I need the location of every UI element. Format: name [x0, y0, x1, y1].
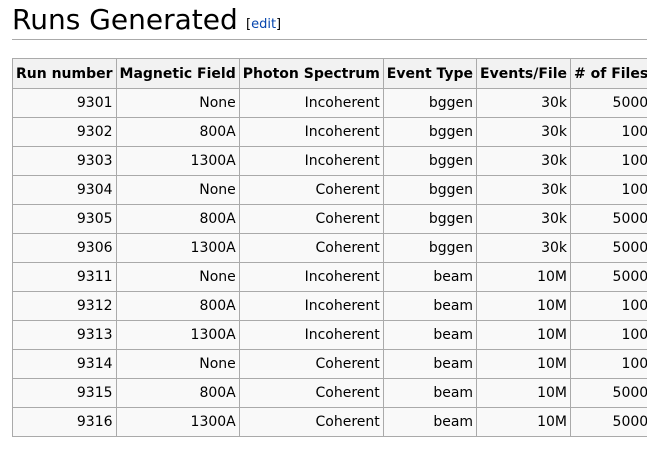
- table-cell: 800A: [115, 117, 240, 147]
- table-cell: 100: [569, 175, 647, 205]
- table-cell: 9312: [12, 291, 117, 321]
- table-row: 9303 1300A Incoherent bggen 30k 100: [12, 146, 647, 176]
- table-cell: 1300A: [115, 146, 240, 176]
- table-cell: 30k: [476, 117, 571, 147]
- table-cell: Incoherent: [238, 262, 384, 292]
- table-cell: 10M: [476, 291, 571, 321]
- table-cell: 9304: [12, 175, 117, 205]
- table-row: 9316 1300A Coherent beam 10M 5000: [12, 407, 647, 437]
- table-cell: beam: [382, 378, 478, 408]
- table-cell: 10M: [476, 378, 571, 408]
- table-cell: 10M: [476, 320, 571, 350]
- table-row: 9311 None Incoherent beam 10M 5000: [12, 262, 647, 292]
- table-cell: 5000: [569, 233, 647, 263]
- table-cell: 5000: [569, 378, 647, 408]
- table-cell: 30k: [476, 88, 571, 118]
- column-header: # of Files: [569, 58, 647, 89]
- section-heading: Runs Generated [edit]: [12, 0, 647, 40]
- table-cell: 9305: [12, 204, 117, 234]
- edit-link[interactable]: edit: [251, 17, 277, 32]
- table-cell: Incoherent: [238, 291, 384, 321]
- table-cell: 9314: [12, 349, 117, 379]
- table-cell: Coherent: [238, 349, 384, 379]
- table-cell: 9316: [12, 407, 117, 437]
- table-cell: None: [115, 88, 240, 118]
- table-cell: 100: [569, 291, 647, 321]
- table-cell: beam: [382, 262, 478, 292]
- table-cell: 5000: [569, 88, 647, 118]
- table-cell: 10M: [476, 262, 571, 292]
- column-header: Photon Spectrum: [238, 58, 384, 89]
- table-cell: 9311: [12, 262, 117, 292]
- table-cell: bggen: [382, 88, 478, 118]
- table-cell: beam: [382, 349, 478, 379]
- table-cell: 10M: [476, 407, 571, 437]
- table-cell: 30k: [476, 233, 571, 263]
- table-cell: bggen: [382, 233, 478, 263]
- table-cell: 9313: [12, 320, 117, 350]
- table-cell: None: [115, 262, 240, 292]
- table-row: 9305 800A Coherent bggen 30k 5000: [12, 204, 647, 234]
- table-cell: 100: [569, 117, 647, 147]
- page-title: Runs Generated: [12, 3, 238, 36]
- column-header: Event Type: [382, 58, 478, 89]
- table-cell: 100: [569, 146, 647, 176]
- table-cell: bggen: [382, 146, 478, 176]
- runs-table: Run number Magnetic Field Photon Spectru…: [12, 58, 647, 437]
- table-body: 9301 None Incoherent bggen 30k 5000 9302 800A In…: [12, 88, 647, 437]
- table-cell: 5000: [569, 407, 647, 437]
- edit-bracket-open: [: [246, 17, 252, 32]
- column-header: Events/File: [476, 58, 571, 89]
- table-cell: Incoherent: [238, 88, 384, 118]
- table-cell: 30k: [476, 146, 571, 176]
- edit-bracket-close: ]: [276, 17, 282, 32]
- table-cell: Coherent: [238, 204, 384, 234]
- table-cell: 9301: [12, 88, 117, 118]
- table-header-row: Run number Magnetic Field Photon Spectru…: [12, 58, 647, 89]
- table-row: 9312 800A Incoherent beam 10M 100: [12, 291, 647, 321]
- table-cell: 100: [569, 320, 647, 350]
- table-cell: Incoherent: [238, 146, 384, 176]
- table-cell: 1300A: [115, 407, 240, 437]
- column-header: Run number: [12, 58, 117, 89]
- table-cell: Coherent: [238, 175, 384, 205]
- table-cell: 30k: [476, 175, 571, 205]
- table-cell: 800A: [115, 204, 240, 234]
- table-cell: 30k: [476, 204, 571, 234]
- table-row: 9304 None Coherent bggen 30k 100: [12, 175, 647, 205]
- table-cell: 5000: [569, 262, 647, 292]
- table-row: 9301 None Incoherent bggen 30k 5000: [12, 88, 647, 118]
- table-cell: 9315: [12, 378, 117, 408]
- table-cell: bggen: [382, 204, 478, 234]
- table-cell: 9302: [12, 117, 117, 147]
- table-cell: 10M: [476, 349, 571, 379]
- table-cell: beam: [382, 407, 478, 437]
- table-cell: beam: [382, 320, 478, 350]
- table-cell: 100: [569, 349, 647, 379]
- table-cell: bggen: [382, 117, 478, 147]
- table-row: 9315 800A Coherent beam 10M 5000: [12, 378, 647, 408]
- table-cell: Incoherent: [238, 117, 384, 147]
- edit-section: [edit]: [246, 17, 281, 33]
- table-row: 9302 800A Incoherent bggen 30k 100: [12, 117, 647, 147]
- table-cell: 5000: [569, 204, 647, 234]
- table-cell: 800A: [115, 378, 240, 408]
- table-cell: 9303: [12, 146, 117, 176]
- table-cell: beam: [382, 291, 478, 321]
- table-row: 9306 1300A Coherent bggen 30k 5000: [12, 233, 647, 263]
- table-cell: Coherent: [238, 407, 384, 437]
- table-cell: 1300A: [115, 233, 240, 263]
- table-cell: Incoherent: [238, 320, 384, 350]
- table-cell: bggen: [382, 175, 478, 205]
- table-cell: None: [115, 175, 240, 205]
- table-cell: 800A: [115, 291, 240, 321]
- table-row: 9313 1300A Incoherent beam 10M 100: [12, 320, 647, 350]
- table-cell: Coherent: [238, 378, 384, 408]
- table-cell: Coherent: [238, 233, 384, 263]
- column-header: Magnetic Field: [115, 58, 240, 89]
- table-cell: None: [115, 349, 240, 379]
- table-row: 9314 None Coherent beam 10M 100: [12, 349, 647, 379]
- table-cell: 1300A: [115, 320, 240, 350]
- table-cell: 9306: [12, 233, 117, 263]
